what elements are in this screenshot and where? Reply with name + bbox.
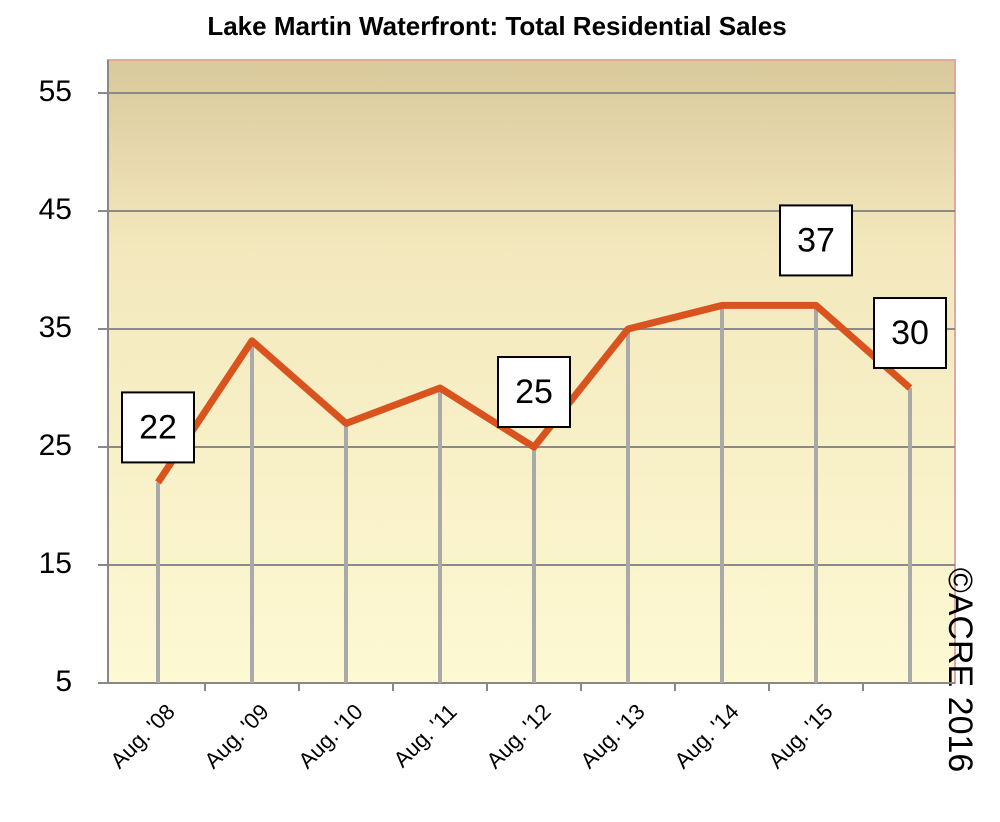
x-tick-label: Aug. '11 (389, 699, 462, 772)
data-label: 25 (515, 373, 553, 411)
y-tick-label: 55 (39, 75, 72, 108)
x-tick-label: Aug. '10 (293, 699, 367, 773)
y-tick-label: 15 (39, 547, 72, 580)
data-label-box (497, 356, 571, 429)
data-label-box (121, 391, 195, 464)
x-tick-label: Aug. '13 (575, 699, 649, 773)
y-tick-label: 45 (39, 193, 72, 226)
y-tick-label: 35 (39, 311, 72, 344)
x-tick-label: Aug. '09 (199, 699, 273, 773)
data-label: 22 (139, 408, 177, 446)
data-label: 30 (891, 314, 929, 352)
chart-title: Lake Martin Waterfront: Total Residentia… (207, 11, 786, 41)
x-tick-label: Aug. '15 (763, 699, 837, 773)
y-tick-label: 5 (55, 665, 72, 698)
copyright: ©ACRE 2016 (941, 568, 979, 773)
data-label-box (779, 204, 853, 277)
data-label-box (873, 297, 947, 370)
y-tick-label: 25 (39, 429, 72, 462)
data-label: 37 (797, 221, 835, 259)
x-tick-label: Aug. '08 (105, 699, 179, 773)
x-tick-label: Aug. '12 (481, 699, 555, 773)
x-tick-label: Aug. '14 (669, 699, 743, 773)
data-line (155, 301, 913, 485)
